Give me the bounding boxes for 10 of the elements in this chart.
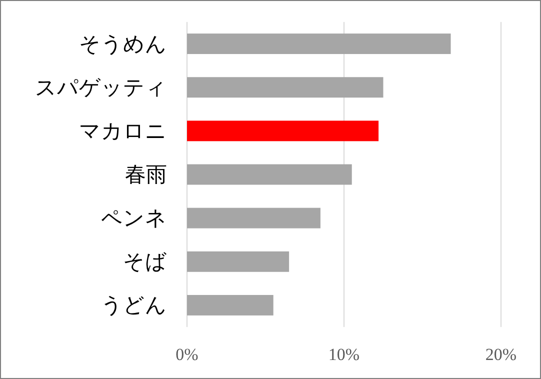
y-tick-label: そば (123, 250, 167, 274)
y-tick-label: マカロニ (79, 118, 167, 143)
y-tick-label: そうめん (79, 32, 167, 56)
y-tick-label: うどん (101, 293, 167, 318)
y-tick-label: スパゲッティ (35, 75, 167, 100)
y-tick-label: 春雨 (125, 162, 167, 186)
x-tick-label: 0% (176, 345, 198, 364)
x-tick-label: 10% (328, 345, 360, 364)
x-tick-label: 20% (485, 345, 517, 364)
y-tick-label: ペンネ (101, 206, 167, 230)
